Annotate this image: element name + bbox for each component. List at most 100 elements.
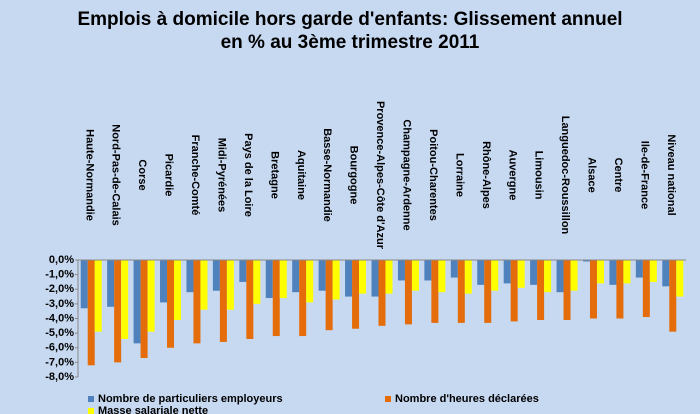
bar <box>121 260 129 339</box>
y-tick-label: -1,0% <box>45 269 74 281</box>
bar <box>544 260 552 293</box>
bar <box>87 260 95 366</box>
bar <box>669 260 677 332</box>
bar <box>306 260 314 303</box>
bar <box>431 260 439 323</box>
x-tick-label: Nord-Pas-de-Calais <box>110 124 122 225</box>
bar <box>464 260 472 294</box>
bar <box>186 260 194 293</box>
y-tick-label: -6,0% <box>45 342 74 354</box>
bar <box>570 260 578 291</box>
bar <box>325 260 333 331</box>
x-tick-label: Languedoc-Roussillon <box>559 116 571 235</box>
x-tick-label: Picardie <box>163 154 175 197</box>
bar <box>642 260 650 318</box>
bar <box>167 260 175 348</box>
y-tick-label: -8,0% <box>45 371 74 383</box>
bar <box>174 260 182 320</box>
y-tick-label: -7,0% <box>45 356 74 368</box>
bar <box>265 260 273 299</box>
bar <box>160 260 168 303</box>
y-tick-label: -5,0% <box>45 327 74 339</box>
bar <box>272 260 280 337</box>
x-tick-label: Basse-Normandie <box>321 128 333 222</box>
x-tick-label: Lorraine <box>453 153 465 197</box>
x-tick-label: Aquitaine <box>295 150 307 200</box>
bar <box>404 260 412 325</box>
bar <box>530 260 538 285</box>
x-tick-label: Bretagne <box>268 151 280 199</box>
bar <box>226 260 234 310</box>
x-tick-label: Limousin <box>533 151 545 200</box>
bar <box>609 260 617 285</box>
bar <box>411 260 419 291</box>
y-tick-label: 0,0% <box>49 254 74 266</box>
bar <box>219 260 227 342</box>
bar <box>239 260 247 282</box>
x-tick-label: Auvergne <box>506 150 518 201</box>
bar <box>352 260 360 329</box>
bar <box>371 260 379 297</box>
bar <box>537 260 545 320</box>
legend-marker <box>88 408 94 414</box>
bar <box>200 260 208 310</box>
bar <box>114 260 122 363</box>
legend-label: Nombre de particuliers employeurs <box>98 393 283 405</box>
x-tick-label: Champagne-Ardenne <box>401 119 413 230</box>
x-tick-label: Franche-Comté <box>189 135 201 216</box>
legend-label: Masse salariale nette <box>98 405 208 414</box>
bar <box>385 260 393 294</box>
bar <box>332 260 340 300</box>
bar <box>193 260 201 344</box>
legend-marker <box>88 396 94 402</box>
bar <box>246 260 254 339</box>
y-tick-label: -3,0% <box>45 298 74 310</box>
bar <box>80 260 88 309</box>
bar <box>563 260 571 320</box>
bar <box>359 260 367 294</box>
y-tick-label: -4,0% <box>45 312 74 324</box>
legend-marker <box>385 396 391 402</box>
bar <box>292 260 300 293</box>
bar <box>676 260 684 297</box>
legend-label: Nombre d'heures déclarées <box>395 393 539 405</box>
bar <box>649 260 657 282</box>
bar <box>556 260 564 293</box>
x-tick-label: Niveau national <box>665 134 677 215</box>
x-tick-label: Haute-Normandie <box>83 129 95 221</box>
bar <box>503 260 511 284</box>
x-tick-label: Provence-Alpes-Côte d'Azur <box>374 101 386 250</box>
bar <box>147 260 155 332</box>
x-tick-label: Rhône-Alpes <box>480 141 492 209</box>
chart-title: Emplois à domicile hors garde d'enfants:… <box>77 9 623 53</box>
bar <box>589 260 597 319</box>
bar <box>107 260 115 307</box>
bar <box>450 260 458 278</box>
x-tick-label: Alsace <box>586 157 598 192</box>
bar <box>662 260 670 287</box>
x-tick-label: Midi-Pyrénées <box>215 138 227 213</box>
x-tick-label: Pays de la Loire <box>242 133 254 217</box>
bar <box>424 260 432 281</box>
bar <box>582 260 590 262</box>
bar <box>623 260 631 284</box>
bar <box>212 260 220 291</box>
x-tick-label: Poitou-Charentes <box>427 129 439 221</box>
bar <box>510 260 518 322</box>
bar <box>279 260 287 299</box>
bar <box>253 260 261 304</box>
bar <box>517 260 525 288</box>
x-tick-label: Corse <box>136 159 148 190</box>
bar <box>299 260 307 337</box>
bar <box>140 260 148 358</box>
bar <box>438 260 446 293</box>
bar <box>94 260 102 332</box>
bar <box>477 260 485 285</box>
bar <box>378 260 386 326</box>
bar <box>133 260 141 344</box>
x-tick-label: Bourgogne <box>348 146 360 205</box>
bar <box>491 260 499 291</box>
bar <box>457 260 465 323</box>
